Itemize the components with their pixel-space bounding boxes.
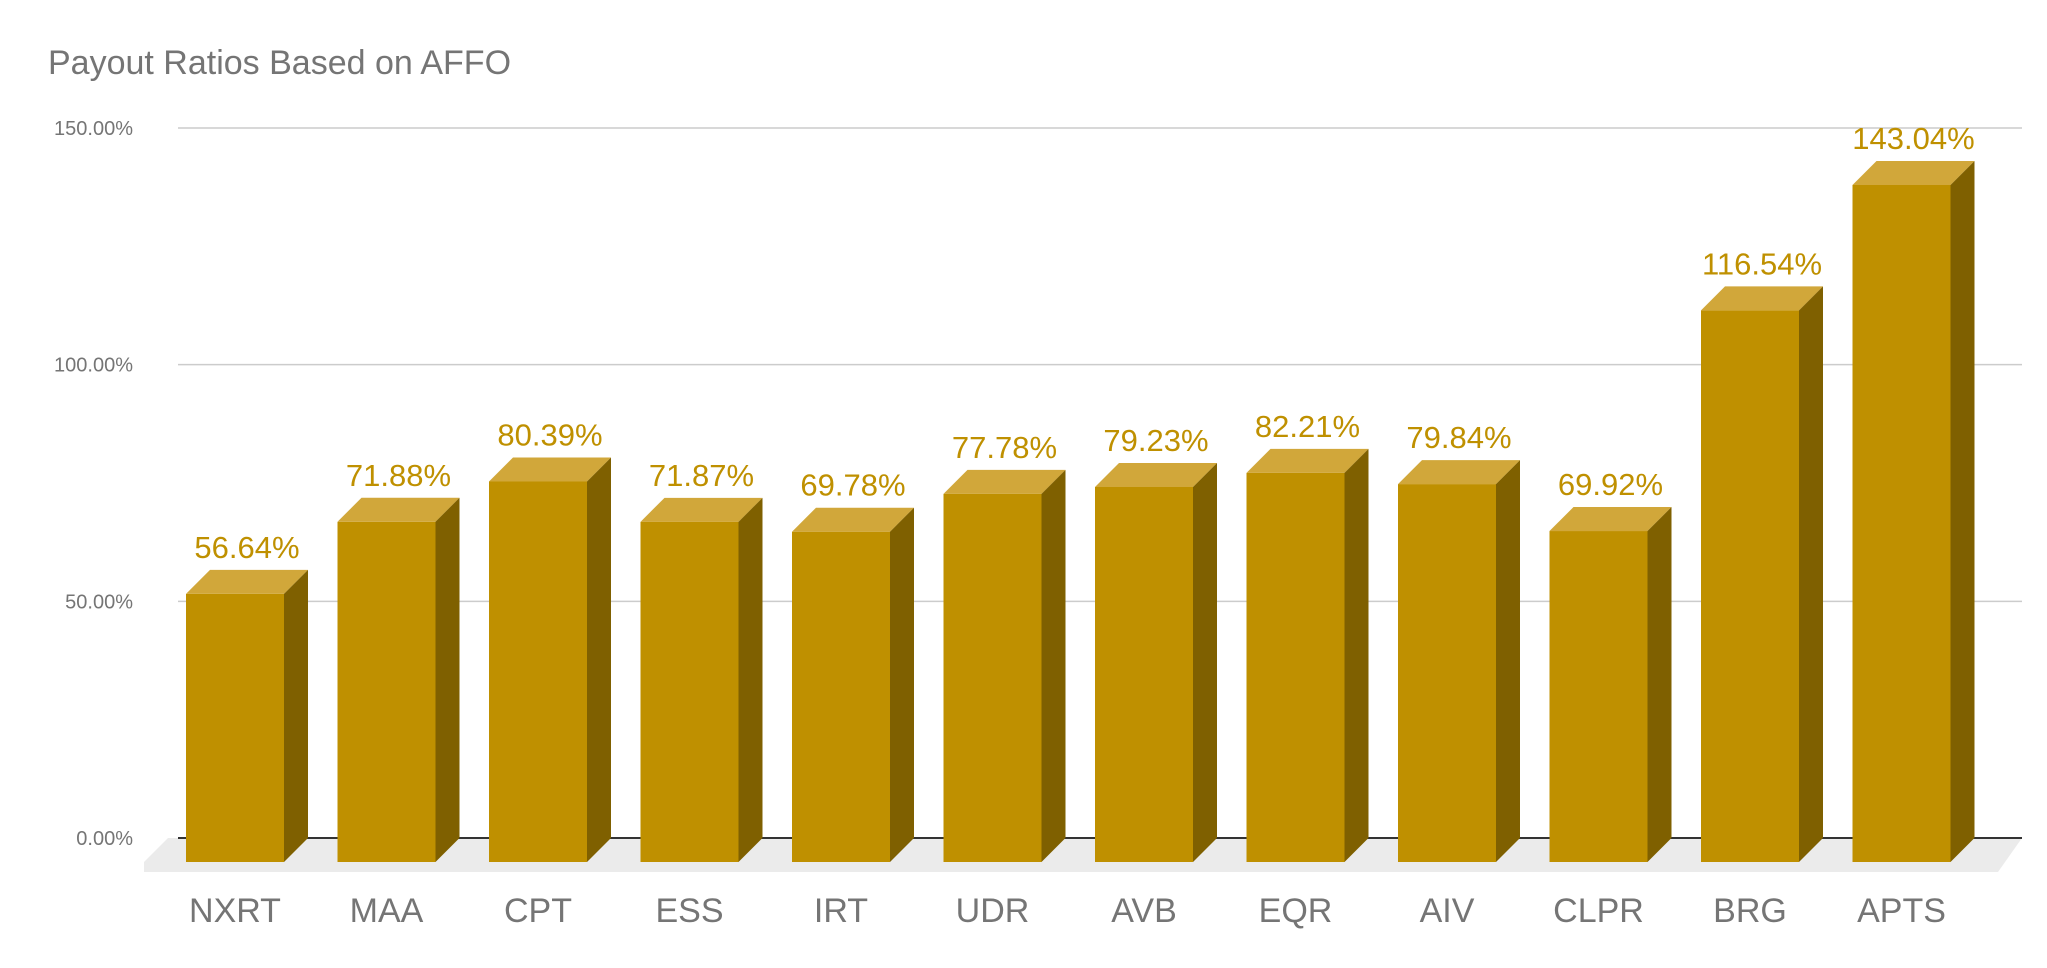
bar-top bbox=[337, 497, 460, 522]
data-label: 69.78% bbox=[800, 468, 905, 503]
x-tick-label: AIV bbox=[1420, 892, 1475, 930]
bar-top bbox=[1095, 462, 1217, 487]
data-label: 80.39% bbox=[497, 417, 602, 452]
x-tick-label: UDR bbox=[956, 892, 1030, 930]
y-tick-label: 50.00% bbox=[65, 591, 133, 613]
bar-top bbox=[1549, 507, 1672, 532]
data-label: 82.21% bbox=[1255, 409, 1360, 444]
data-label: 79.23% bbox=[1103, 423, 1208, 458]
bar-top bbox=[1398, 460, 1520, 485]
bar-front bbox=[337, 521, 436, 862]
data-label: 71.88% bbox=[346, 458, 451, 493]
x-tick-label: MAA bbox=[350, 892, 424, 930]
bar-front bbox=[1246, 472, 1345, 862]
bar-top bbox=[1246, 448, 1369, 473]
bar-top bbox=[943, 469, 1066, 494]
bar-front bbox=[1852, 184, 1951, 863]
bar-front bbox=[489, 481, 587, 862]
bar-side bbox=[1041, 469, 1066, 862]
bar-front bbox=[640, 521, 739, 862]
bar-front bbox=[943, 493, 1042, 862]
data-label: 79.84% bbox=[1406, 420, 1511, 455]
x-tick-label: BRG bbox=[1713, 892, 1787, 930]
x-tick-label: APTS bbox=[1857, 892, 1946, 930]
bar-front bbox=[186, 593, 284, 862]
y-tick-label: 150.00% bbox=[54, 118, 133, 140]
bar-side bbox=[1799, 286, 1823, 862]
data-label: 69.92% bbox=[1558, 467, 1663, 502]
bar-side bbox=[1193, 462, 1217, 862]
x-tick-label: AVB bbox=[1111, 892, 1177, 930]
x-tick-label: CPT bbox=[504, 892, 572, 930]
bar-top bbox=[640, 497, 763, 522]
data-label: 116.54% bbox=[1702, 246, 1822, 281]
bar-top bbox=[489, 457, 611, 482]
bar-front bbox=[1549, 531, 1648, 862]
bar-front bbox=[1701, 310, 1799, 862]
bar-side bbox=[1496, 460, 1520, 862]
chart-title: Payout Ratios Based on AFFO bbox=[48, 44, 512, 82]
bar-side bbox=[284, 569, 308, 862]
bar-side bbox=[890, 507, 914, 862]
data-label: 71.87% bbox=[649, 458, 754, 493]
bar-side bbox=[738, 497, 763, 862]
bar-front bbox=[1398, 484, 1496, 862]
bar-side bbox=[587, 457, 611, 862]
bar-front bbox=[792, 531, 890, 862]
bar-side bbox=[1344, 448, 1369, 862]
bar-front bbox=[1095, 486, 1193, 862]
bar-side bbox=[1647, 507, 1672, 862]
y-tick-label: 0.00% bbox=[76, 828, 133, 850]
bar-top bbox=[186, 569, 308, 594]
x-tick-label: EQR bbox=[1259, 892, 1333, 930]
bar-side bbox=[1950, 160, 1975, 863]
data-label: 143.04% bbox=[1852, 121, 1974, 156]
y-tick-label: 100.00% bbox=[54, 355, 133, 377]
x-tick-label: IRT bbox=[814, 892, 868, 930]
x-tick-label: ESS bbox=[655, 892, 723, 930]
x-tick-label: CLPR bbox=[1553, 892, 1644, 930]
data-label: 56.64% bbox=[194, 530, 299, 565]
data-label: 77.78% bbox=[952, 430, 1057, 465]
bar-top bbox=[1852, 160, 1975, 185]
bar-top bbox=[1701, 286, 1823, 311]
bar-side bbox=[435, 497, 460, 862]
x-tick-label: NXRT bbox=[189, 892, 281, 930]
bar-top bbox=[792, 507, 914, 532]
